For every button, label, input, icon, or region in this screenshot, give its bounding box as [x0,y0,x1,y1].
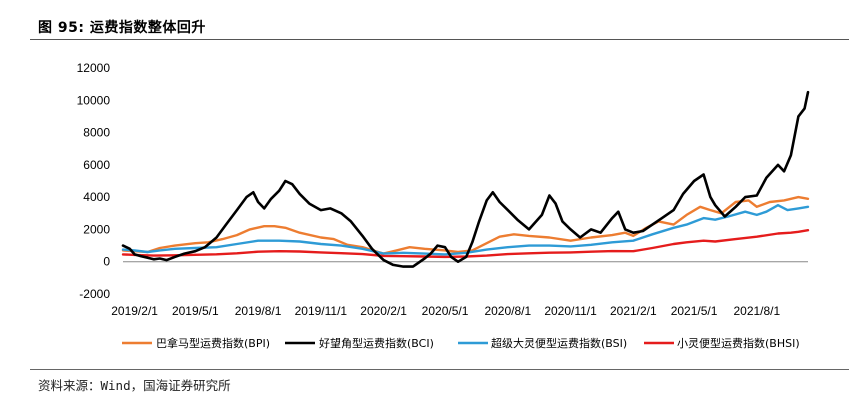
series-line [121,229,810,259]
legend-label: 好望角型运费指数(BCI) [319,336,434,350]
chart-axes: -2000 0 2000 4000 6000 8000 10000 12000 2019/2/1… [77,61,808,318]
series-line [121,204,810,256]
legend-label: 超级大灵便型运费指数(BSI) [491,336,627,350]
y-tick-label: 2000 [83,222,110,236]
x-tick-label: 2021/8/1 [733,304,780,318]
x-tick-label: 2020/11/1 [544,304,597,318]
y-tick-label: 0 [103,255,110,269]
source-rule [30,369,849,370]
chart-legend: 巴拿马型运费指数(BPI) 好望角型运费指数(BCI) 超级大灵便型运费指数(BSI… [122,336,800,350]
x-tick-label: 2020/5/1 [422,304,469,318]
x-tick-label: 2019/2/1 [111,304,158,318]
figure-title: 图 95: 运费指数整体回升 [38,20,206,36]
source-note: 资料来源：Wind，国海证券研究所 [38,378,231,393]
x-tick-label: 2020/2/1 [360,304,407,318]
x-tick-label: 2019/8/1 [235,304,282,318]
y-tick-label: 6000 [83,158,110,172]
series-line [121,195,810,255]
series-line [121,90,810,268]
x-tick-label: 2019/11/1 [295,304,348,318]
legend-label: 巴拿马型运费指数(BPI) [156,336,270,350]
y-tick-label: 12000 [77,61,111,75]
x-tick-label: 2019/5/1 [172,304,219,318]
x-tick-label: 2021/2/1 [610,304,657,318]
y-tick-label: 10000 [77,93,111,107]
title-rule [30,39,849,40]
chart-lines [121,90,810,268]
y-tick-label: 8000 [83,126,110,140]
legend-label: 小灵便型运费指数(BHSI) [677,336,800,350]
x-tick-label: 2021/5/1 [671,304,718,318]
y-tick-label: 4000 [83,190,110,204]
y-tick-label: -2000 [79,287,110,301]
x-tick-label: 2020/8/1 [484,304,531,318]
